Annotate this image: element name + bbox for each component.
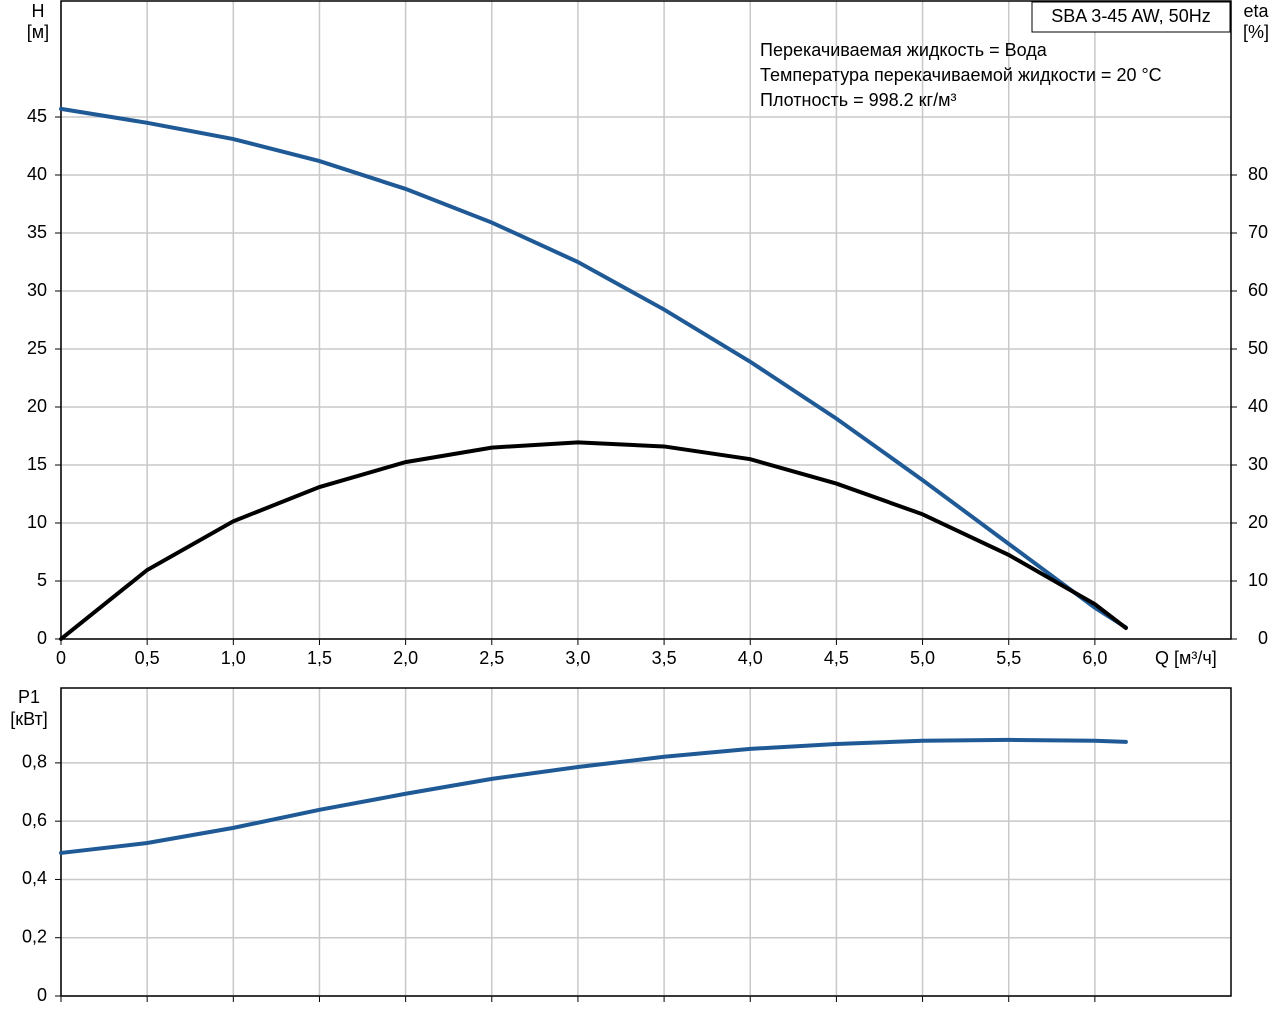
y-tick-label: 0,4	[22, 868, 47, 888]
y-axis-label: P1	[18, 687, 40, 707]
x-tick-label: 4,5	[824, 648, 849, 668]
y-axis-unit: [м]	[27, 22, 49, 42]
series-line	[59, 737, 1128, 855]
plot-frame	[60, 687, 1232, 997]
annotation: Перекачиваемая жидкость = Вода	[760, 40, 1048, 60]
y2-tick-label: 80	[1248, 164, 1268, 184]
y2-axis-label: eta	[1243, 1, 1269, 21]
y2-tick-label: 10	[1248, 570, 1268, 590]
y2-tick-label: 0	[1258, 628, 1268, 648]
x-tick-label: 0,5	[135, 648, 160, 668]
y-tick-label: 20	[27, 396, 47, 416]
x-tick-label: 2,5	[479, 648, 504, 668]
annotation: Плотность = 998.2 кг/м³	[760, 90, 956, 110]
x-tick-label: 0	[56, 648, 66, 668]
x-tick-label: 5,0	[910, 648, 935, 668]
y-tick-label: 45	[27, 106, 47, 126]
y-tick-label: 0	[37, 985, 47, 1005]
y2-tick-label: 60	[1248, 280, 1268, 300]
x-tick-label: 4,0	[738, 648, 763, 668]
chart-title: SBA 3-45 AW, 50Hz	[1051, 6, 1210, 26]
x-tick-label: 5,5	[996, 648, 1021, 668]
y-tick-label: 0,8	[22, 752, 47, 772]
y-tick-label: 25	[27, 338, 47, 358]
y-tick-label: 0	[37, 628, 47, 648]
plot-frame	[60, 0, 1232, 640]
x-tick-label: 1,5	[307, 648, 332, 668]
x-tick-label: 2,0	[393, 648, 418, 668]
plot-area	[61, 1, 1231, 639]
y2-tick-label: 70	[1248, 222, 1268, 242]
y-tick-label: 35	[27, 222, 47, 242]
y2-tick-label: 50	[1248, 338, 1268, 358]
y-tick-label: 15	[27, 454, 47, 474]
y-tick-label: 30	[27, 280, 47, 300]
series-line	[59, 440, 1128, 641]
y2-axis-unit: [%]	[1243, 22, 1269, 42]
series-line	[59, 106, 1128, 630]
x-tick-label: 3,0	[565, 648, 590, 668]
y-tick-label: 0,2	[22, 926, 47, 946]
y-tick-label: 5	[37, 570, 47, 590]
y-tick-label: 40	[27, 164, 47, 184]
y-tick-label: 0,6	[22, 810, 47, 830]
y-axis-unit: [кВт]	[10, 709, 48, 729]
x-tick-label: 1,0	[221, 648, 246, 668]
y-axis-label: H	[32, 1, 45, 21]
annotation: Температура перекачиваемой жидкости = 20…	[760, 65, 1162, 85]
y-tick-label: 10	[27, 512, 47, 532]
x-tick-label: 6,0	[1082, 648, 1107, 668]
y2-tick-label: 30	[1248, 454, 1268, 474]
title-box	[1031, 1, 1231, 33]
x-tick-label: 3,5	[652, 648, 677, 668]
x-axis-label: Q [м³/ч]	[1155, 648, 1217, 668]
y2-tick-label: 40	[1248, 396, 1268, 416]
y2-tick-label: 20	[1248, 512, 1268, 532]
plot-area	[61, 688, 1231, 996]
